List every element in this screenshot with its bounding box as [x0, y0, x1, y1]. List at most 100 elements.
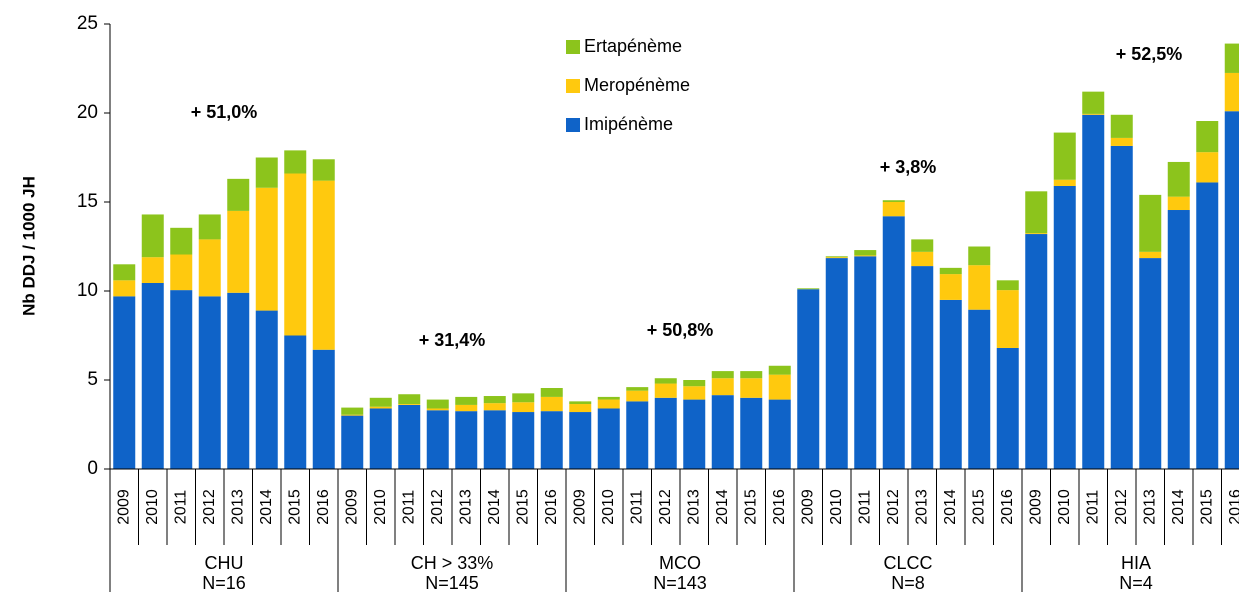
- annotation: + 52,5%: [1116, 44, 1183, 64]
- bar-segment: [569, 404, 592, 413]
- x-tick-label: 2013: [913, 489, 930, 525]
- bar-segment: [312, 349, 335, 469]
- bar-segment: [1167, 196, 1190, 211]
- bar-segment: [768, 365, 791, 375]
- bar-segment: [227, 210, 250, 293]
- y-tick-label: 10: [77, 280, 98, 301]
- x-tick-label: 2009: [1027, 489, 1044, 525]
- bar-segment: [483, 410, 506, 469]
- bar-segment: [911, 266, 934, 469]
- bar-segment: [825, 258, 848, 469]
- legend-swatch: [566, 40, 580, 54]
- bar-segment: [198, 239, 221, 297]
- bar-segment: [398, 394, 421, 405]
- x-tick-label: 2014: [714, 489, 731, 525]
- legend-label: Ertapénème: [584, 36, 682, 56]
- bar-segment: [1082, 91, 1105, 114]
- group-label: CLCC: [883, 553, 932, 573]
- x-tick-label: 2011: [856, 490, 873, 525]
- bar-segment: [369, 408, 392, 469]
- bar-segment: [626, 401, 649, 469]
- bar-segment: [284, 335, 307, 469]
- bar-segment: [540, 411, 563, 469]
- bar-segment: [1139, 258, 1162, 469]
- y-tick-label: 25: [77, 13, 98, 34]
- bar-segment: [170, 254, 193, 291]
- bar-segment: [597, 396, 620, 400]
- bar-segment: [683, 386, 706, 400]
- bar-segment: [683, 380, 706, 387]
- bar-segment: [398, 404, 421, 405]
- bar-segment: [255, 187, 278, 311]
- annotation: + 50,8%: [647, 320, 714, 340]
- x-tick-label: 2015: [970, 489, 987, 525]
- bar-segment: [768, 374, 791, 400]
- annotation: + 31,4%: [419, 330, 486, 350]
- x-tick-label: 2014: [258, 489, 275, 525]
- bar-segment: [711, 371, 734, 379]
- bar-segment: [911, 239, 934, 252]
- bar-segment: [1025, 234, 1048, 469]
- group-label: HIA: [1121, 553, 1151, 573]
- bar-segment: [882, 200, 905, 202]
- group-sublabel: N=143: [653, 573, 707, 592]
- bar-segment: [284, 150, 307, 174]
- x-tick-label: 2009: [115, 489, 132, 525]
- bar-segment: [1025, 233, 1048, 235]
- bar-segment: [512, 393, 535, 403]
- x-tick-label: 2012: [657, 489, 674, 525]
- x-tick-label: 2015: [742, 489, 759, 525]
- bar-segment: [227, 292, 250, 469]
- bar-segment: [426, 408, 449, 411]
- bar-segment: [113, 280, 136, 297]
- group-label: CH > 33%: [411, 553, 494, 573]
- bar-segment: [1025, 191, 1048, 234]
- bar-segment: [825, 257, 848, 259]
- bar-segment: [968, 309, 991, 469]
- bar-segment: [768, 399, 791, 469]
- bar-segment: [341, 414, 364, 416]
- bar-segment: [1082, 113, 1105, 115]
- bar-segment: [597, 408, 620, 469]
- bar-segment: [711, 395, 734, 469]
- bar-segment: [939, 299, 962, 469]
- bar-segment: [1196, 121, 1219, 153]
- bar-segment: [854, 250, 877, 256]
- bar-segment: [1224, 111, 1239, 469]
- bar-segment: [141, 257, 164, 283]
- bar-segment: [198, 214, 221, 240]
- bar-segment: [569, 401, 592, 405]
- bar-segment: [939, 274, 962, 300]
- bar-segment: [1224, 72, 1239, 112]
- bar-segment: [996, 347, 1019, 469]
- bar-segment: [1053, 179, 1076, 186]
- x-tick-label: 2011: [1084, 490, 1101, 525]
- bar-segment: [1167, 161, 1190, 197]
- bar-segment: [540, 388, 563, 397]
- annotation: + 51,0%: [191, 102, 258, 122]
- bar-segment: [1196, 152, 1219, 183]
- bar-segment: [1224, 43, 1239, 73]
- x-tick-label: 2016: [315, 489, 332, 525]
- y-tick-label: 0: [87, 458, 98, 479]
- bar-segment: [312, 159, 335, 181]
- bar-segment: [170, 290, 193, 469]
- x-tick-label: 2014: [486, 489, 503, 525]
- bar-segment: [483, 396, 506, 404]
- bar-segment: [740, 378, 763, 398]
- bar-segment: [996, 290, 1019, 348]
- bar-segment: [512, 402, 535, 413]
- legend-label: Imipénème: [584, 114, 673, 134]
- x-tick-label: 2009: [799, 489, 816, 525]
- bar-segment: [398, 404, 421, 469]
- x-tick-label: 2010: [1056, 489, 1073, 525]
- x-tick-label: 2012: [429, 489, 446, 525]
- bar-segment: [854, 256, 877, 469]
- bar-segment: [455, 411, 478, 469]
- x-tick-label: 2009: [343, 489, 360, 525]
- x-tick-label: 2015: [286, 489, 303, 525]
- bar-segment: [1139, 194, 1162, 252]
- y-tick-label: 15: [77, 191, 98, 212]
- bar-segment: [825, 256, 848, 258]
